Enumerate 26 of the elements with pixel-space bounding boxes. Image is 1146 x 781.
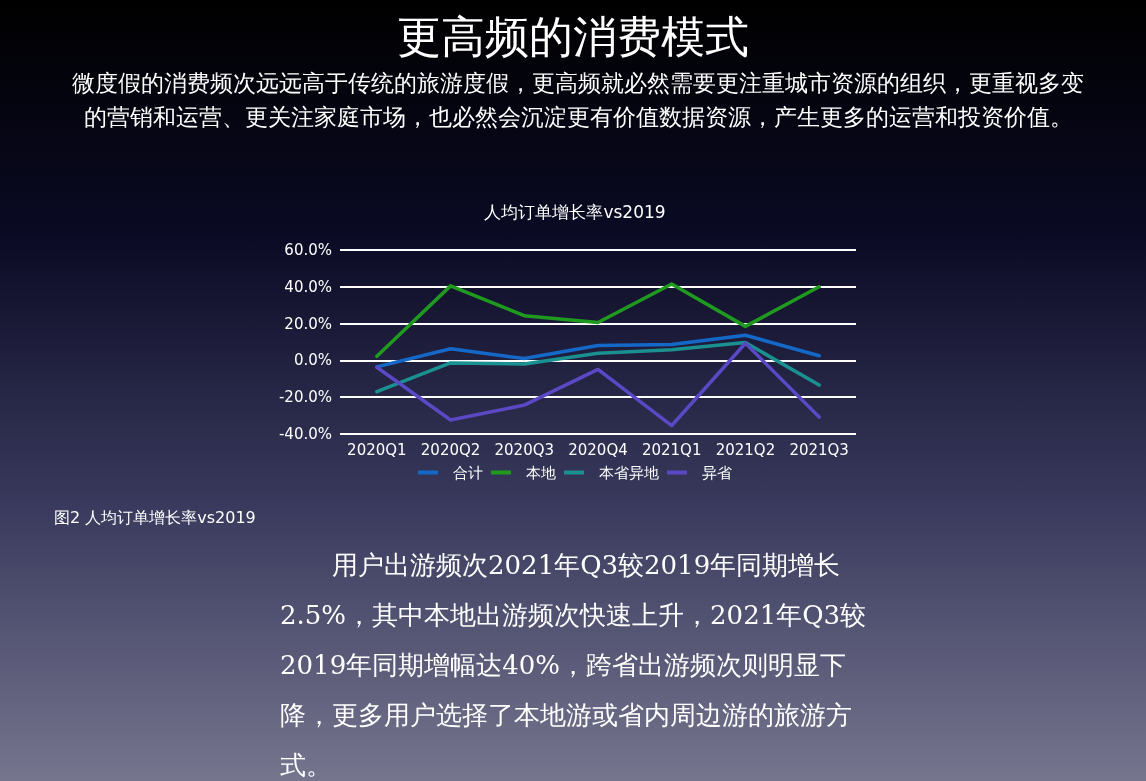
y-tick-label: -20.0% <box>278 388 332 407</box>
line-series <box>375 340 821 394</box>
chart-title: 人均订单增长率vs2019 <box>484 201 666 222</box>
chart-subtitle: 微度假的消费频次远远高于传统的旅游度假，更高频就必然需要更注重城市资源的组织，更重视多变的营销和运营、更关注家庭市场，也必然会沉淀更有价值数据资源，产生更多的运营和投资价值。 <box>71 69 1085 132</box>
legend-label: 合计 <box>453 463 483 482</box>
legend-label: 本地 <box>526 463 556 482</box>
x-tick-label: 2020Q4 <box>568 440 628 459</box>
y-tick-label: 20.0% <box>284 314 332 333</box>
line-series <box>375 333 821 369</box>
caption: 图2 人均订单增长率vs2019 <box>54 508 256 529</box>
x-tick-label: 2020Q2 <box>420 440 481 459</box>
x-tick-label: 2021Q2 <box>715 440 776 459</box>
x-tick-label: 2021Q1 <box>641 440 702 459</box>
legend-label: 异省 <box>702 463 732 482</box>
legend-label: 本省异地 <box>599 463 659 482</box>
line-series <box>375 282 821 358</box>
y-tick-label: 60.0% <box>284 241 332 259</box>
y-tick-label: 40.0% <box>284 277 332 296</box>
text: 更高频的消费模式 <box>396 10 750 64</box>
x-tick-label: 2020Q3 <box>494 440 555 459</box>
line-series <box>375 341 821 428</box>
text: 用户出游频次2021年Q3较2019年同期增长2.5%，其中本地出游频次快速上升，2021年Q3较2019年同期增幅达40%，跨省出游频次则明显下降，更多用户选择了本地游或省内周边游的旅游方式。 <box>280 549 868 781</box>
y-tick-label: 0.0% <box>293 351 332 370</box>
x-tick-label: 2020Q1 <box>347 440 407 459</box>
x-tick-label: 2021Q3 <box>789 440 849 459</box>
y-tick-label: -40.0% <box>278 425 332 443</box>
